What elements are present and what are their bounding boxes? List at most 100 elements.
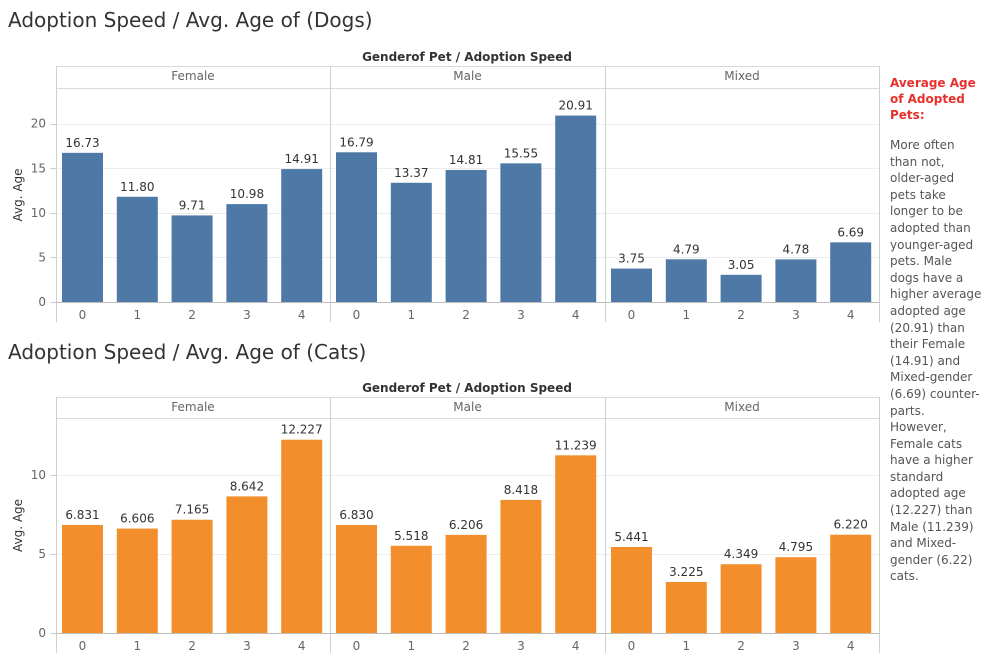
dogs-bar-mixed-3 [775, 259, 817, 302]
dogs-data-label: 20.91 [559, 99, 593, 113]
dogs-x-tick-label: 1 [407, 308, 415, 322]
dogs-panel-label-mixed: Mixed [724, 69, 759, 83]
cats-y-tick-label: 5 [38, 547, 46, 561]
dogs-panel-label-female: Female [171, 69, 214, 83]
cats-x-tick-label: 2 [737, 639, 745, 653]
cats-data-label: 6.831 [65, 508, 99, 522]
cats-x-tick-label: 1 [407, 639, 415, 653]
dogs-data-label: 14.81 [449, 153, 483, 167]
dogs-data-label: 3.75 [618, 252, 645, 266]
cats-data-label: 5.441 [614, 530, 648, 544]
dogs-bar-female-0 [62, 152, 103, 302]
cats-data-label: 3.225 [669, 565, 703, 579]
dogs-x-tick-label: 3 [792, 308, 800, 322]
dogs-x-tick-label: 1 [682, 308, 690, 322]
annotation-panel: Average Age of Adopted Pets: More often … [890, 75, 982, 585]
dogs-x-tick-label: 2 [462, 308, 470, 322]
annotation-text: More often than not, older-aged pets tak… [890, 138, 982, 584]
cats-panel-label-female: Female [171, 400, 214, 414]
cats-bar-mixed-1 [665, 582, 707, 633]
cats-bar-mixed-3 [775, 557, 817, 633]
cats-data-label: 4.795 [779, 540, 813, 554]
dogs-bar-male-3 [500, 163, 542, 302]
cats-data-label: 8.418 [504, 483, 538, 497]
dogs-bar-male-4 [555, 115, 597, 303]
dogs-bar-mixed-2 [720, 274, 762, 302]
cats-data-label: 4.349 [724, 547, 758, 561]
cats-header: Genderof Pet / Adoption Speed [362, 381, 572, 395]
cats-data-label: 6.606 [120, 512, 154, 526]
dogs-chart-title: Adoption Speed / Avg. Age of (Dogs) [8, 8, 373, 32]
cats-y-axis-title: Avg. Age [11, 499, 25, 552]
dogs-bar-male-0 [336, 152, 377, 302]
cats-x-tick-label: 0 [628, 639, 636, 653]
cats-bar-mixed-0 [611, 546, 652, 633]
cats-data-label: 5.518 [394, 529, 428, 543]
dogs-x-tick-label: 3 [243, 308, 251, 322]
dogs-x-tick-label: 0 [353, 308, 361, 322]
cats-bar-mixed-4 [830, 534, 872, 633]
dogs-y-tick-label: 0 [38, 295, 46, 309]
cats-y-tick-label: 10 [31, 468, 46, 482]
dogs-x-tick-label: 3 [517, 308, 525, 322]
cats-data-label: 6.830 [339, 508, 373, 522]
dogs-bar-male-2 [445, 169, 487, 302]
cats-x-tick-label: 3 [792, 639, 800, 653]
cats-x-tick-label: 4 [298, 639, 306, 653]
dogs-y-tick-label: 5 [38, 250, 46, 264]
dogs-x-tick-label: 0 [79, 308, 87, 322]
dogs-data-label: 13.37 [394, 166, 428, 180]
dogs-y-tick-label: 20 [31, 117, 46, 131]
cats-bar-female-2 [171, 519, 213, 633]
dogs-chart: Genderof Pet / Adoption Speed05101520Avg… [11, 50, 880, 322]
dogs-x-tick-label: 4 [847, 308, 855, 322]
cats-data-label: 8.642 [230, 479, 264, 493]
cats-x-tick-label: 2 [462, 639, 470, 653]
dogs-data-label: 4.78 [783, 242, 810, 256]
cats-bar-female-1 [116, 528, 158, 633]
cats-bar-female-4 [281, 439, 323, 633]
dogs-bar-mixed-1 [665, 259, 707, 302]
cats-x-tick-label: 4 [572, 639, 580, 653]
annotation-title: Average Age of Adopted Pets: [890, 76, 976, 122]
dogs-data-label: 6.69 [837, 225, 864, 239]
cats-x-tick-label: 4 [847, 639, 855, 653]
dogs-header: Genderof Pet / Adoption Speed [362, 50, 572, 64]
cats-bar-female-3 [226, 496, 268, 633]
dogs-bar-female-3 [226, 204, 268, 302]
cats-panel-label-mixed: Mixed [724, 400, 759, 414]
dogs-data-label: 15.55 [504, 146, 538, 160]
cats-x-tick-label: 3 [517, 639, 525, 653]
cats-bar-mixed-2 [720, 564, 762, 633]
dogs-data-label: 4.79 [673, 242, 700, 256]
dogs-y-tick-label: 10 [31, 206, 46, 220]
dogs-y-tick-label: 15 [31, 161, 46, 175]
cats-data-label: 7.165 [175, 503, 209, 517]
cats-x-tick-label: 3 [243, 639, 251, 653]
dogs-bar-male-1 [390, 182, 432, 302]
dogs-data-label: 9.71 [179, 198, 206, 212]
cats-bar-male-3 [500, 499, 542, 633]
dogs-x-tick-label: 2 [188, 308, 196, 322]
dogs-bar-female-4 [281, 169, 323, 302]
cats-bar-male-1 [390, 545, 432, 633]
dogs-x-tick-label: 1 [133, 308, 141, 322]
dogs-data-label: 14.91 [285, 152, 319, 166]
cats-x-tick-label: 2 [188, 639, 196, 653]
dogs-data-label: 16.79 [339, 135, 373, 149]
cats-x-tick-label: 1 [133, 639, 141, 653]
dogs-data-label: 16.73 [65, 136, 99, 150]
cats-data-label: 12.227 [281, 423, 323, 437]
cats-bar-female-0 [62, 525, 103, 633]
dogs-data-label: 10.98 [230, 187, 264, 201]
cats-x-tick-label: 0 [79, 639, 87, 653]
dogs-bar-mixed-0 [611, 268, 652, 302]
cats-panel-label-male: Male [453, 400, 481, 414]
dogs-bar-female-2 [171, 215, 213, 302]
dogs-bar-female-1 [116, 196, 158, 302]
cats-data-label: 11.239 [555, 438, 597, 452]
dogs-x-tick-label: 2 [737, 308, 745, 322]
dogs-panel-label-male: Male [453, 69, 481, 83]
cats-data-label: 6.206 [449, 518, 483, 532]
dogs-bar-mixed-4 [830, 242, 872, 302]
